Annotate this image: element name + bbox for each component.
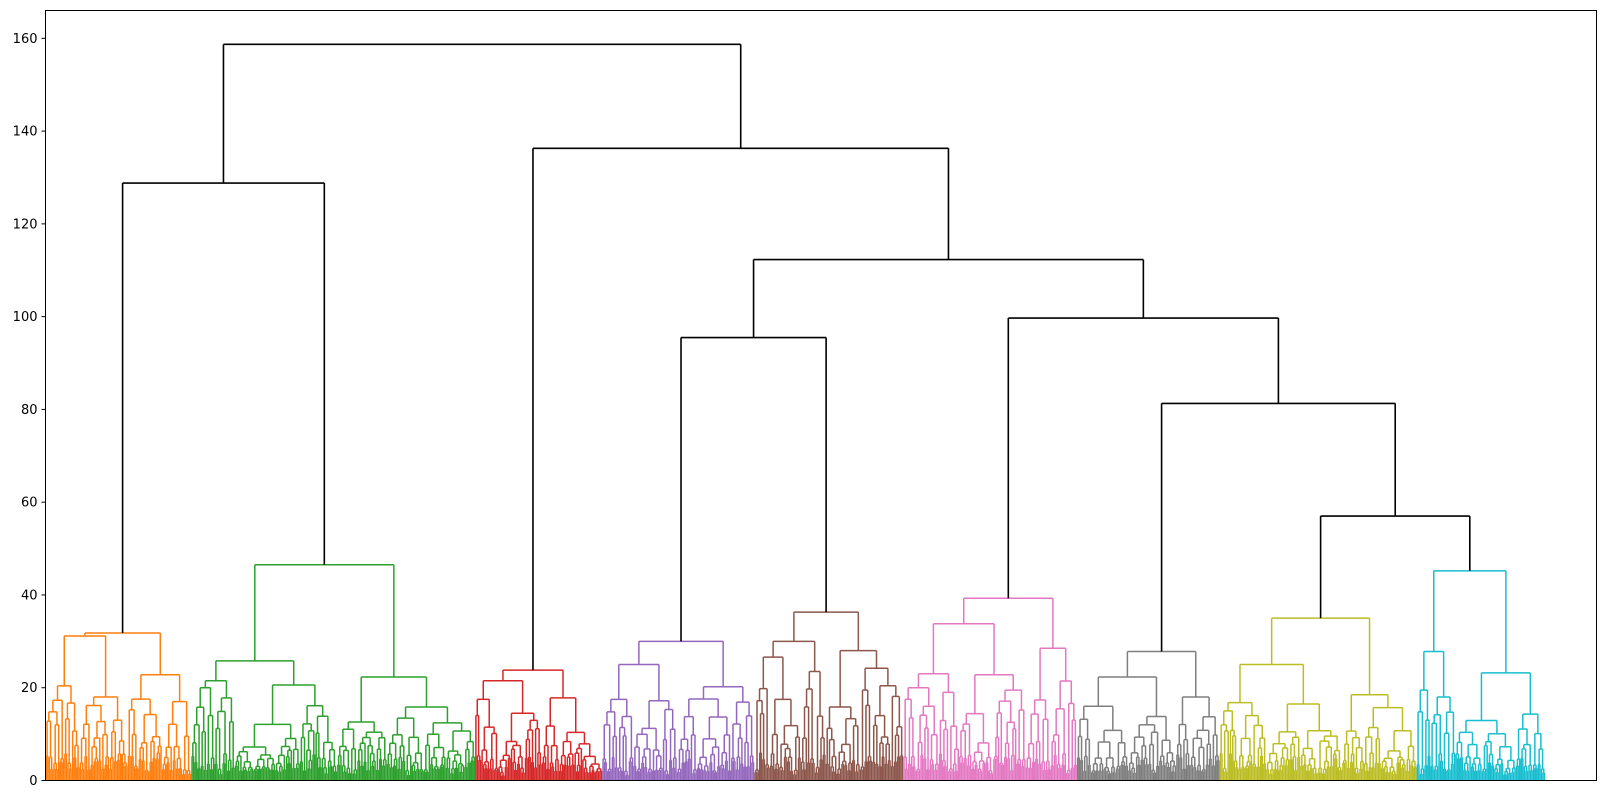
y-tick-label-120: 120 (13, 217, 38, 232)
y-tick-label-160: 160 (13, 32, 38, 47)
y-tick-label-60: 60 (21, 496, 38, 511)
y-tick-label-40: 40 (21, 588, 38, 603)
y-tick-label-80: 80 (21, 403, 38, 418)
dendrogram-links (45, 43, 1546, 781)
plot-frame (45, 10, 1597, 781)
y-axis: 0 20 40 60 80 100 120 140 160 (13, 32, 46, 789)
y-tick-label-0: 0 (29, 774, 37, 789)
y-tick-label-20: 20 (21, 681, 38, 696)
y-tick-label-140: 140 (13, 125, 38, 140)
y-tick-label-100: 100 (13, 310, 38, 325)
